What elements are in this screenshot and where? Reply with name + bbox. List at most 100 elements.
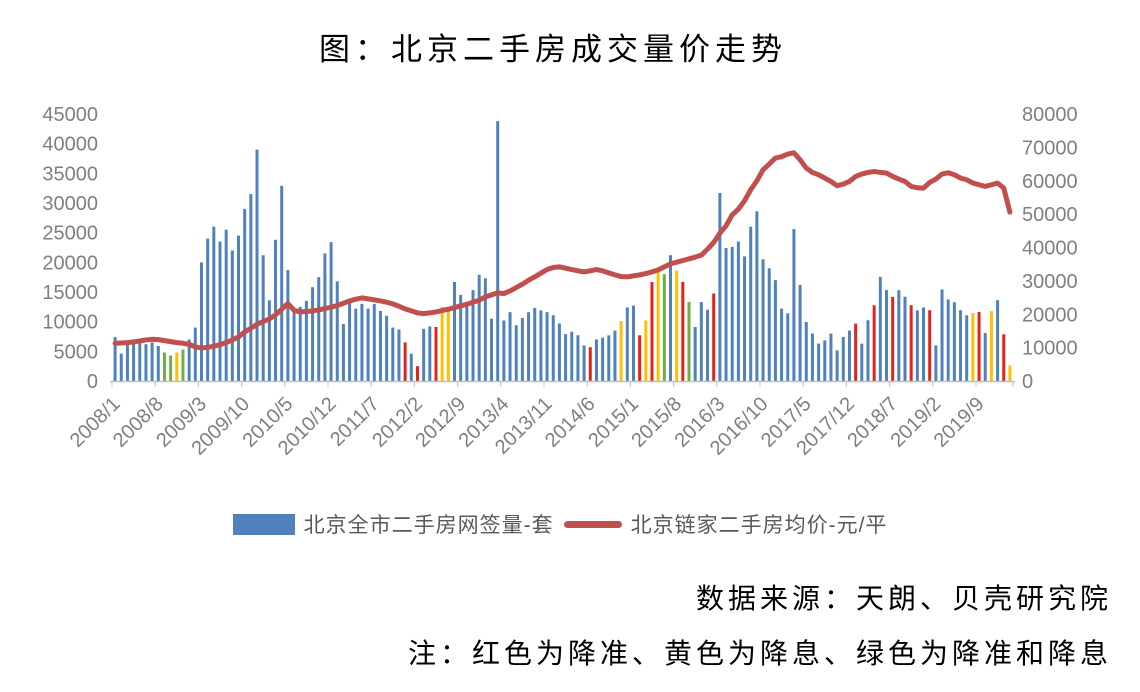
volume-bar	[539, 310, 543, 381]
right-axis-label: 70000	[1022, 137, 1078, 159]
right-axis-label: 30000	[1022, 271, 1078, 293]
volume-bar	[483, 278, 487, 381]
volume-bar	[817, 343, 821, 381]
volume-bar	[385, 315, 389, 381]
volume-bar	[348, 300, 352, 381]
volume-bar	[761, 259, 765, 381]
policy-bar	[169, 355, 173, 381]
left-axis-label: 45000	[42, 104, 98, 126]
volume-bar	[786, 313, 790, 381]
volume-bar	[847, 330, 851, 381]
volume-bar	[496, 121, 500, 382]
volume-bar	[113, 337, 117, 381]
volume-bar	[903, 296, 907, 381]
volume-legend-label: 北京全市二手房网签量-套	[303, 514, 554, 537]
policy-bar	[681, 281, 685, 381]
left-axis-label: 40000	[42, 134, 98, 156]
left-axis-label: 0	[87, 371, 98, 393]
volume-bar	[810, 333, 814, 381]
policy-bar	[1002, 334, 1006, 381]
policy-bar	[989, 310, 993, 381]
volume-bar	[952, 302, 956, 381]
volume-bar	[144, 344, 148, 381]
legend-item-volume: 北京全市二手房网签量-套	[232, 509, 554, 539]
left-axis-label: 15000	[42, 282, 98, 304]
left-axis-label: 30000	[42, 193, 98, 215]
policy-bar	[656, 270, 660, 381]
volume-bar	[706, 309, 710, 381]
volume-bar	[311, 287, 315, 381]
policy-bar	[712, 293, 716, 381]
left-axis-label: 20000	[42, 252, 98, 274]
policy-bar	[403, 342, 407, 381]
volume-bar	[132, 339, 136, 381]
volume-bar	[286, 270, 290, 381]
legend: 北京全市二手房网签量-套 北京链家二手房均价-元/平	[0, 509, 1120, 539]
right-axis-label: 0	[1022, 371, 1033, 393]
volume-bar	[378, 310, 382, 381]
volume-bar	[459, 294, 463, 381]
volume-bar	[397, 329, 401, 381]
policy-bar	[650, 281, 654, 381]
volume-bar	[508, 312, 512, 381]
volume-bar	[520, 318, 524, 381]
policy-bar	[644, 320, 648, 381]
right-axis-label: 80000	[1022, 104, 1078, 126]
policy-bar	[181, 349, 185, 381]
volume-bar	[224, 229, 228, 381]
right-axis-label: 10000	[1022, 338, 1078, 360]
volume-bar	[699, 302, 703, 381]
volume-bar	[829, 333, 833, 381]
volume-bar	[749, 226, 753, 381]
volume-bar	[187, 339, 191, 381]
volume-bar	[317, 277, 321, 381]
policy-bar	[434, 327, 438, 381]
volume-bar	[878, 276, 882, 381]
volume-bar	[860, 343, 864, 381]
volume-bar	[329, 242, 333, 381]
volume-bar	[366, 308, 370, 381]
volume-bar	[360, 303, 364, 381]
note-caption: 注：红色为降准、黄色为降息、绿色为降准和降息	[407, 637, 1112, 670]
volume-bar	[341, 324, 345, 381]
volume-bar	[798, 284, 802, 381]
volume-bar	[601, 337, 605, 381]
volume-bar	[736, 241, 740, 381]
volume-bar	[570, 331, 574, 381]
volume-bar-swatch	[232, 513, 295, 535]
volume-bar	[915, 310, 919, 381]
volume-bar	[249, 194, 253, 381]
volume-bar	[391, 327, 395, 381]
volume-bar	[718, 192, 722, 381]
volume-bar	[804, 321, 808, 381]
volume-bar	[323, 253, 327, 381]
left-axis-label: 25000	[42, 223, 98, 245]
left-axis-label: 5000	[54, 341, 99, 363]
policy-bar	[909, 305, 913, 381]
volume-bar	[755, 211, 759, 381]
policy-bar	[415, 366, 419, 381]
volume-bar	[267, 300, 271, 381]
volume-bar	[304, 300, 308, 381]
volume-bar	[767, 268, 771, 381]
right-axis-label: 50000	[1022, 204, 1078, 226]
volume-bar	[502, 320, 506, 381]
volume-bar	[372, 303, 376, 381]
left-axis-label: 35000	[42, 163, 98, 185]
legend-item-price: 北京链家二手房均价-元/平	[563, 509, 888, 539]
volume-bar	[280, 185, 284, 381]
volume-bar	[354, 308, 358, 381]
volume-bar	[206, 238, 210, 381]
volume-bar	[551, 315, 555, 381]
volume-bar	[594, 339, 598, 381]
right-axis-label: 20000	[1022, 304, 1078, 326]
volume-bar	[422, 328, 426, 381]
policy-bar	[638, 335, 642, 381]
volume-bar	[428, 326, 432, 381]
volume-bar	[212, 226, 216, 381]
volume-bar	[274, 239, 278, 381]
volume-bar	[792, 229, 796, 381]
volume-bar	[150, 342, 154, 381]
policy-bar	[687, 302, 691, 381]
